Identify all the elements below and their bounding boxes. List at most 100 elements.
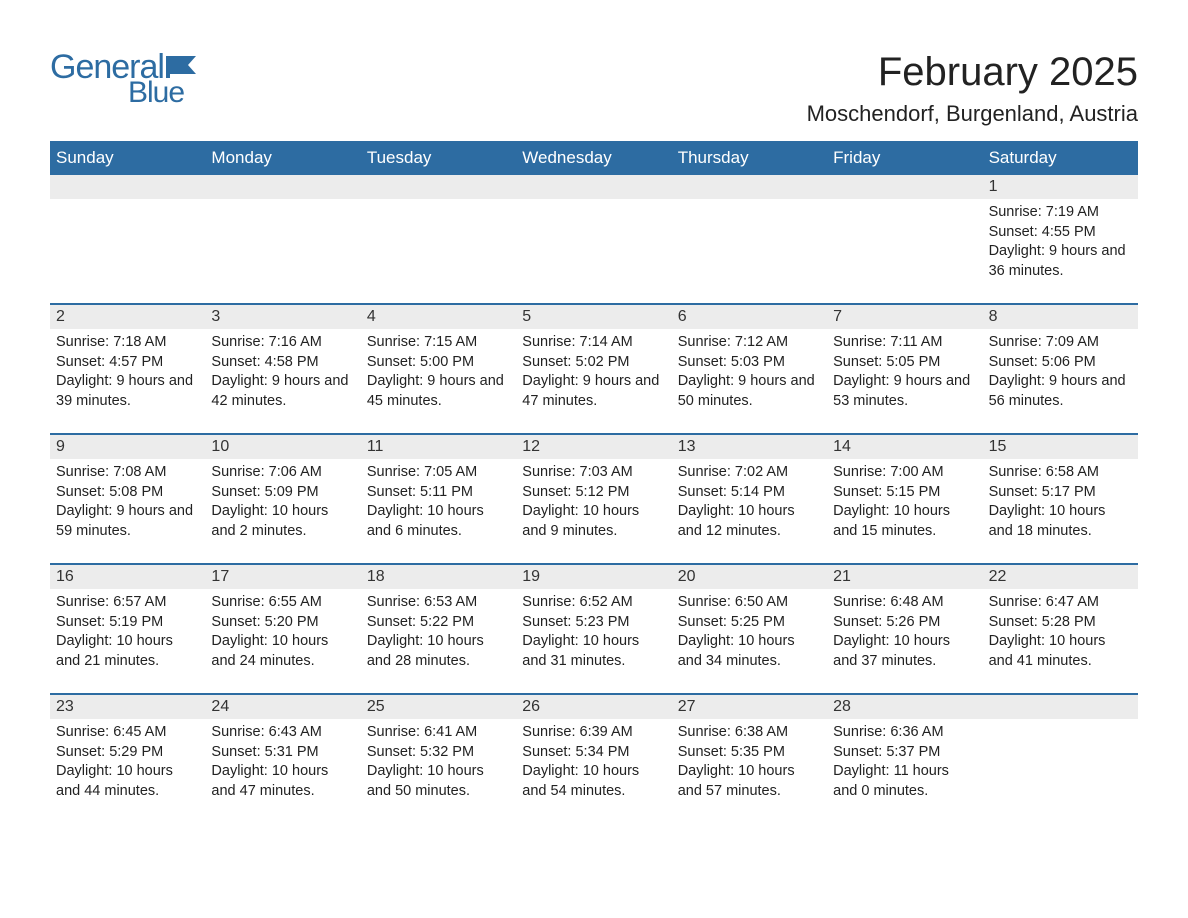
day-cell: 18Sunrise: 6:53 AMSunset: 5:22 PMDayligh…: [361, 565, 516, 677]
day-number: 11: [361, 435, 516, 459]
day-body: Sunrise: 7:02 AMSunset: 5:14 PMDaylight:…: [672, 459, 827, 545]
sunrise-line: Sunrise: 6:45 AM: [56, 723, 199, 743]
daylight-line: Daylight: 10 hours and 28 minutes.: [367, 632, 510, 671]
daylight-line: Daylight: 10 hours and 21 minutes.: [56, 632, 199, 671]
day-cell: 11Sunrise: 7:05 AMSunset: 5:11 PMDayligh…: [361, 435, 516, 547]
day-number: 5: [516, 305, 671, 329]
sunset-line: Sunset: 5:28 PM: [989, 613, 1132, 633]
sunset-line: Sunset: 5:00 PM: [367, 353, 510, 373]
day-cell: [361, 175, 516, 287]
sunset-line: Sunset: 5:22 PM: [367, 613, 510, 633]
day-number: [827, 175, 982, 199]
day-number: 8: [983, 305, 1138, 329]
daylight-line: Daylight: 9 hours and 36 minutes.: [989, 242, 1132, 281]
sunrise-line: Sunrise: 6:52 AM: [522, 593, 665, 613]
sunrise-line: Sunrise: 6:39 AM: [522, 723, 665, 743]
day-number: [205, 175, 360, 199]
day-number: 12: [516, 435, 671, 459]
daylight-line: Daylight: 9 hours and 42 minutes.: [211, 372, 354, 411]
day-cell: 22Sunrise: 6:47 AMSunset: 5:28 PMDayligh…: [983, 565, 1138, 677]
day-body: Sunrise: 6:57 AMSunset: 5:19 PMDaylight:…: [50, 589, 205, 675]
sunset-line: Sunset: 5:09 PM: [211, 483, 354, 503]
day-number: 26: [516, 695, 671, 719]
sunrise-line: Sunrise: 6:48 AM: [833, 593, 976, 613]
daylight-line: Daylight: 10 hours and 12 minutes.: [678, 502, 821, 541]
day-body: Sunrise: 7:11 AMSunset: 5:05 PMDaylight:…: [827, 329, 982, 415]
day-body: [827, 199, 982, 207]
week-row: 1Sunrise: 7:19 AMSunset: 4:55 PMDaylight…: [50, 175, 1138, 287]
daylight-line: Daylight: 10 hours and 31 minutes.: [522, 632, 665, 671]
sunset-line: Sunset: 5:02 PM: [522, 353, 665, 373]
day-body: [50, 199, 205, 207]
day-cell: [205, 175, 360, 287]
day-cell: 17Sunrise: 6:55 AMSunset: 5:20 PMDayligh…: [205, 565, 360, 677]
daylight-line: Daylight: 10 hours and 2 minutes.: [211, 502, 354, 541]
daylight-line: Daylight: 10 hours and 9 minutes.: [522, 502, 665, 541]
day-body: Sunrise: 7:16 AMSunset: 4:58 PMDaylight:…: [205, 329, 360, 415]
sunset-line: Sunset: 5:20 PM: [211, 613, 354, 633]
sunrise-line: Sunrise: 6:53 AM: [367, 593, 510, 613]
day-body: Sunrise: 7:09 AMSunset: 5:06 PMDaylight:…: [983, 329, 1138, 415]
day-cell: 15Sunrise: 6:58 AMSunset: 5:17 PMDayligh…: [983, 435, 1138, 547]
day-number: 14: [827, 435, 982, 459]
sunset-line: Sunset: 5:06 PM: [989, 353, 1132, 373]
day-body: [361, 199, 516, 207]
day-number: 2: [50, 305, 205, 329]
daylight-line: Daylight: 10 hours and 24 minutes.: [211, 632, 354, 671]
sunset-line: Sunset: 5:05 PM: [833, 353, 976, 373]
day-cell: 24Sunrise: 6:43 AMSunset: 5:31 PMDayligh…: [205, 695, 360, 807]
title-block: February 2025 Moschendorf, Burgenland, A…: [807, 50, 1138, 127]
day-header: Saturday: [983, 141, 1138, 175]
sunset-line: Sunset: 5:15 PM: [833, 483, 976, 503]
day-body: Sunrise: 6:43 AMSunset: 5:31 PMDaylight:…: [205, 719, 360, 805]
day-number: 21: [827, 565, 982, 589]
daylight-line: Daylight: 10 hours and 57 minutes.: [678, 762, 821, 801]
sunrise-line: Sunrise: 7:08 AM: [56, 463, 199, 483]
sunrise-line: Sunrise: 6:36 AM: [833, 723, 976, 743]
daylight-line: Daylight: 10 hours and 50 minutes.: [367, 762, 510, 801]
sunset-line: Sunset: 5:29 PM: [56, 743, 199, 763]
day-number: [361, 175, 516, 199]
day-header: Tuesday: [361, 141, 516, 175]
day-body: Sunrise: 7:03 AMSunset: 5:12 PMDaylight:…: [516, 459, 671, 545]
day-number: 17: [205, 565, 360, 589]
day-cell: 7Sunrise: 7:11 AMSunset: 5:05 PMDaylight…: [827, 305, 982, 417]
logo: General Blue: [50, 50, 204, 108]
day-body: Sunrise: 6:53 AMSunset: 5:22 PMDaylight:…: [361, 589, 516, 675]
day-number: [516, 175, 671, 199]
logo-text-blue: Blue: [128, 78, 204, 108]
daylight-line: Daylight: 10 hours and 18 minutes.: [989, 502, 1132, 541]
day-number: 15: [983, 435, 1138, 459]
sunrise-line: Sunrise: 6:58 AM: [989, 463, 1132, 483]
day-header: Monday: [205, 141, 360, 175]
location-subtitle: Moschendorf, Burgenland, Austria: [807, 101, 1138, 127]
sunrise-line: Sunrise: 6:57 AM: [56, 593, 199, 613]
day-cell: 13Sunrise: 7:02 AMSunset: 5:14 PMDayligh…: [672, 435, 827, 547]
day-cell: 5Sunrise: 7:14 AMSunset: 5:02 PMDaylight…: [516, 305, 671, 417]
day-number: 19: [516, 565, 671, 589]
day-body: Sunrise: 7:18 AMSunset: 4:57 PMDaylight:…: [50, 329, 205, 415]
day-body: Sunrise: 7:15 AMSunset: 5:00 PMDaylight:…: [361, 329, 516, 415]
day-number: 7: [827, 305, 982, 329]
sunrise-line: Sunrise: 7:09 AM: [989, 333, 1132, 353]
daylight-line: Daylight: 9 hours and 56 minutes.: [989, 372, 1132, 411]
sunset-line: Sunset: 5:23 PM: [522, 613, 665, 633]
day-number: [983, 695, 1138, 719]
day-number: 24: [205, 695, 360, 719]
daylight-line: Daylight: 10 hours and 34 minutes.: [678, 632, 821, 671]
day-cell: [50, 175, 205, 287]
day-header: Friday: [827, 141, 982, 175]
sunset-line: Sunset: 5:37 PM: [833, 743, 976, 763]
sunset-line: Sunset: 5:11 PM: [367, 483, 510, 503]
sunrise-line: Sunrise: 6:50 AM: [678, 593, 821, 613]
day-body: [672, 199, 827, 207]
sunrise-line: Sunrise: 6:38 AM: [678, 723, 821, 743]
day-cell: [672, 175, 827, 287]
daylight-line: Daylight: 10 hours and 44 minutes.: [56, 762, 199, 801]
day-body: Sunrise: 6:36 AMSunset: 5:37 PMDaylight:…: [827, 719, 982, 805]
sunset-line: Sunset: 4:55 PM: [989, 223, 1132, 243]
week-row: 2Sunrise: 7:18 AMSunset: 4:57 PMDaylight…: [50, 303, 1138, 417]
day-body: Sunrise: 7:14 AMSunset: 5:02 PMDaylight:…: [516, 329, 671, 415]
daylight-line: Daylight: 10 hours and 47 minutes.: [211, 762, 354, 801]
day-cell: 21Sunrise: 6:48 AMSunset: 5:26 PMDayligh…: [827, 565, 982, 677]
